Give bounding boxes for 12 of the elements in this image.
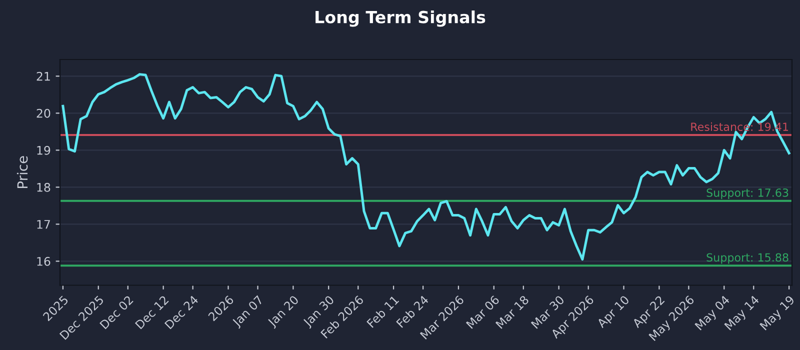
- chart-title: Long Term Signals: [316, 10, 486, 27]
- ref-line-label: Support: 15.88: [706, 253, 788, 264]
- y-tick-label: 21: [36, 72, 50, 81]
- ref-line-label: Support: 17.63: [706, 188, 788, 200]
- x-tick-label: Jan 20: [266, 294, 301, 329]
- y-axis-title: Price: [16, 156, 28, 188]
- y-tick-label: 20: [36, 108, 50, 118]
- x-tick-label: Apr 10: [596, 294, 632, 330]
- y-tick-label: 18: [37, 182, 50, 192]
- y-tick-label: 19: [37, 146, 50, 155]
- y-tick-label: 17: [37, 220, 50, 229]
- y-tick-label: 16: [37, 256, 50, 266]
